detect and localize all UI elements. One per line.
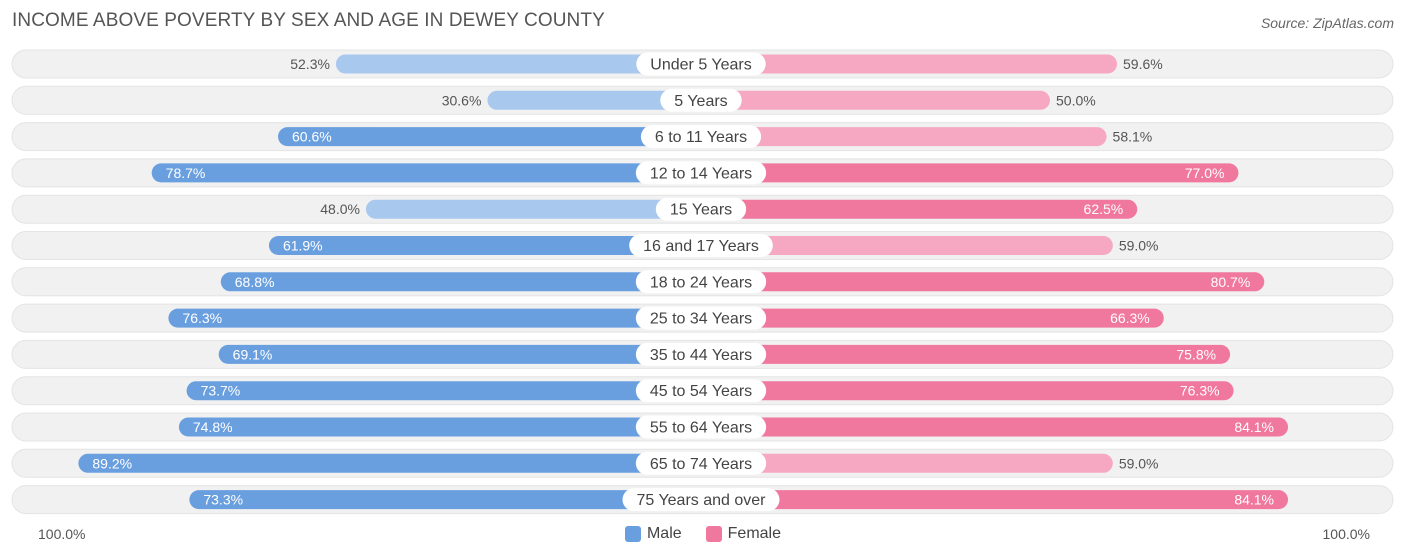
legend: Male Female <box>0 525 1406 543</box>
category-label: 25 to 34 Years <box>650 311 752 328</box>
category-label: 65 to 74 Years <box>650 456 752 473</box>
value-label-female: 62.5% <box>1084 201 1124 217</box>
legend-swatch-female <box>705 526 722 542</box>
bar-male <box>220 272 701 292</box>
category-pill <box>635 415 767 439</box>
value-label-female: 59.0% <box>1119 238 1159 254</box>
category-label: 15 Years <box>670 202 732 219</box>
value-label-male: 89.2% <box>92 455 132 471</box>
bar-female <box>701 308 1164 328</box>
category-pill <box>635 379 767 403</box>
category-label: 35 to 44 Years <box>650 347 752 364</box>
legend-item-female: Female <box>705 525 782 543</box>
category-pill <box>660 88 742 112</box>
category-pill <box>640 125 762 149</box>
value-label-female: 59.0% <box>1119 455 1159 471</box>
axis-right-label: 100.0% <box>1322 526 1370 542</box>
bar-male <box>78 453 701 473</box>
value-label-female: 77.0% <box>1185 165 1225 181</box>
bar-male <box>189 490 701 510</box>
category-label: Under 5 Years <box>650 57 751 74</box>
category-pill <box>635 270 767 294</box>
value-label-female: 59.6% <box>1123 56 1163 72</box>
bar-male <box>151 163 701 183</box>
bar-female <box>701 490 1289 510</box>
category-pill <box>636 52 766 76</box>
bar-female <box>701 199 1138 219</box>
value-label-female: 80.7% <box>1211 274 1251 290</box>
category-pill <box>635 342 767 366</box>
legend-swatch-male <box>624 526 641 542</box>
bar-male <box>487 90 701 110</box>
bar-male <box>335 54 701 74</box>
category-label: 12 to 14 Years <box>650 165 752 182</box>
legend-label-female: Female <box>727 525 782 542</box>
bar-female <box>701 54 1118 74</box>
category-pill <box>635 451 767 475</box>
value-label-male: 78.7% <box>166 165 206 181</box>
value-label-female: 75.8% <box>1176 346 1216 362</box>
value-label-female: 84.1% <box>1234 492 1274 508</box>
bar-female <box>701 272 1265 292</box>
bar-female <box>701 381 1234 401</box>
value-label-female: 84.1% <box>1234 419 1274 435</box>
axis-left-label: 100.0% <box>38 526 86 542</box>
bar-male <box>365 199 701 219</box>
value-label-male: 73.3% <box>203 492 243 508</box>
chart-title: INCOME ABOVE POVERTY BY SEX AND AGE IN D… <box>12 10 605 31</box>
category-pill <box>635 161 767 185</box>
bar-male <box>178 417 701 437</box>
bar-female <box>701 127 1107 147</box>
legend-label-male: Male <box>646 525 682 542</box>
category-label: 75 Years and over <box>637 492 767 509</box>
value-label-male: 68.8% <box>235 274 275 290</box>
value-label-male: 76.3% <box>182 310 222 326</box>
bar-female <box>701 453 1113 473</box>
category-label: 45 to 54 Years <box>650 383 752 400</box>
value-label-male: 69.1% <box>233 346 273 362</box>
bar-female <box>701 417 1289 437</box>
category-pill <box>635 306 767 330</box>
value-label-male: 73.7% <box>201 383 241 399</box>
value-label-male: 52.3% <box>290 56 330 72</box>
bar-female <box>701 163 1239 183</box>
value-label-male: 48.0% <box>320 201 360 217</box>
category-label: 16 and 17 Years <box>643 238 759 255</box>
legend-item-male: Male <box>624 525 682 543</box>
value-label-male: 74.8% <box>193 419 233 435</box>
category-label: 6 to 11 Years <box>655 129 747 146</box>
source-credit: Source: ZipAtlas.com <box>1260 15 1394 31</box>
category-pill <box>655 197 747 221</box>
bar-male <box>218 344 701 364</box>
bar-male <box>168 308 701 328</box>
bar-female <box>701 236 1113 255</box>
category-label: 5 Years <box>674 93 727 110</box>
bar-female <box>701 344 1231 364</box>
value-label-male: 30.6% <box>442 92 482 108</box>
category-pill <box>629 234 773 257</box>
value-label-female: 58.1% <box>1113 129 1153 145</box>
category-pill <box>622 488 780 512</box>
value-label-male: 61.9% <box>283 238 323 254</box>
value-label-female: 66.3% <box>1110 310 1150 326</box>
bar-male <box>186 381 702 401</box>
category-label: 18 to 24 Years <box>650 274 752 291</box>
bar-male <box>278 127 701 147</box>
value-label-male: 60.6% <box>292 129 332 145</box>
bar-female <box>701 90 1050 110</box>
value-label-female: 50.0% <box>1056 92 1096 108</box>
value-label-female: 76.3% <box>1180 383 1220 399</box>
category-label: 55 to 64 Years <box>650 420 752 437</box>
bar-male <box>268 236 701 255</box>
